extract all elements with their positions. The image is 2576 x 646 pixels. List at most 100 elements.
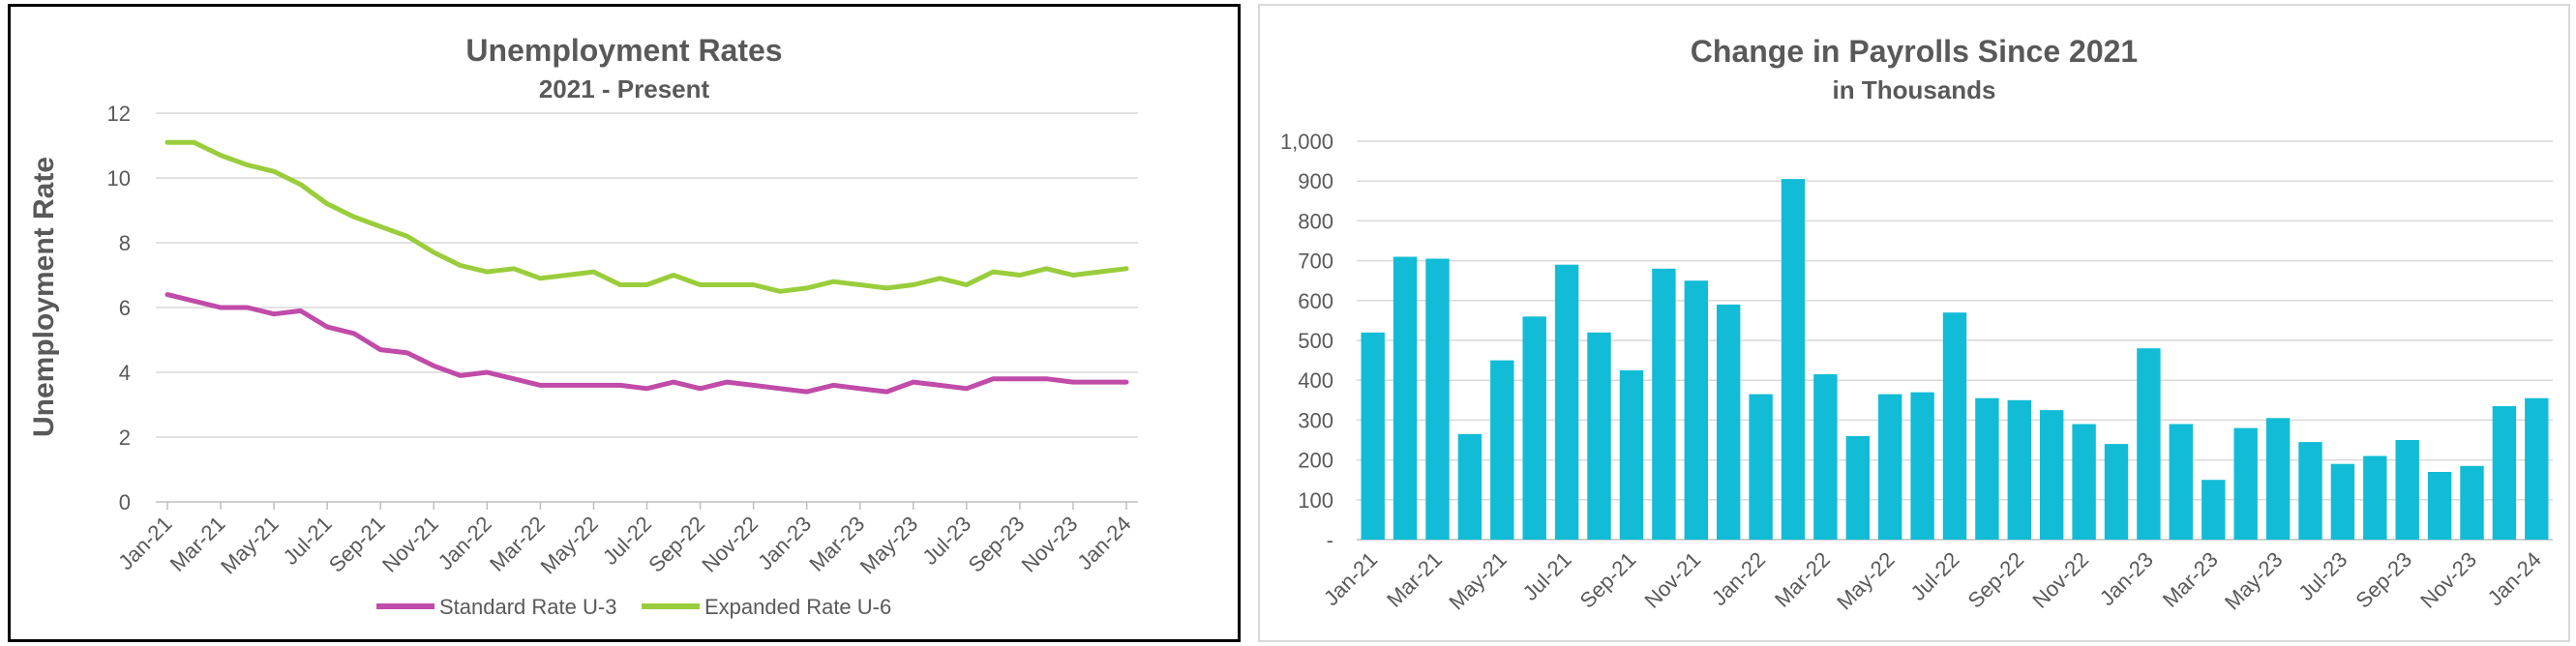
legend-label-u3: Standard Rate U-3 xyxy=(439,595,616,619)
x-tick-label: Sep-23 xyxy=(964,512,1030,577)
bar xyxy=(1522,316,1546,540)
x-tick-label: Jan-22 xyxy=(434,512,496,574)
y-tick-label: 6 xyxy=(119,296,131,320)
x-tick-label: Sep-21 xyxy=(1575,547,1641,613)
legend-label-u6: Expanded Rate U-6 xyxy=(704,595,891,619)
bar xyxy=(2492,406,2517,540)
bar xyxy=(2202,480,2226,540)
chart-subtitle: in Thousands xyxy=(1833,75,1996,104)
bar xyxy=(1393,256,1418,540)
bar xyxy=(2460,465,2484,540)
chart-title: Change in Payrolls Since 2021 xyxy=(1691,34,2138,69)
x-tick-label: Jan-22 xyxy=(1707,547,1770,610)
bar xyxy=(1813,374,1838,540)
bar xyxy=(2040,410,2064,540)
x-tick-label: Mar-21 xyxy=(1382,547,1447,612)
y-tick-label: 0 xyxy=(119,490,131,514)
bar xyxy=(2395,440,2419,540)
bar xyxy=(1554,264,1579,540)
bar xyxy=(2427,472,2452,540)
unemployment-chart-panel: Unemployment Rates 2021 - Present Unempl… xyxy=(8,4,1241,642)
y-tick-label: 12 xyxy=(107,102,131,126)
bar xyxy=(1942,312,1967,540)
y-tick-label: 600 xyxy=(1298,289,1333,313)
series-line-u6 xyxy=(165,139,1129,294)
bar xyxy=(2007,399,2031,540)
bar xyxy=(2265,418,2291,540)
bars xyxy=(1361,179,2549,540)
x-tick-label: Nov-21 xyxy=(1639,547,1705,613)
grid-lines xyxy=(156,112,1138,503)
bar xyxy=(2137,348,2161,540)
bar xyxy=(2104,444,2129,540)
x-tick-label: Jan-23 xyxy=(2095,547,2158,610)
bar xyxy=(2525,397,2549,540)
y-tick-label: 200 xyxy=(1298,449,1333,473)
y-tick-label: 100 xyxy=(1298,488,1333,513)
x-tick-label: May-21 xyxy=(1444,547,1512,615)
x-tick-label: Nov-21 xyxy=(377,512,443,577)
x-tick-label: Mar-22 xyxy=(1770,547,1835,612)
y-tick-label: 700 xyxy=(1298,250,1333,274)
y-tick-labels: - 100 200 300 400 500 600 700 800 900 1,000 xyxy=(1280,130,1333,552)
bar xyxy=(1361,332,1385,540)
x-tick-label: Mar-23 xyxy=(2158,547,2223,612)
bar xyxy=(2169,424,2193,540)
bar xyxy=(1749,394,1773,540)
unemployment-chart: Unemployment Rates 2021 - Present Unempl… xyxy=(28,33,1138,619)
x-tick-label: Jan-21 xyxy=(113,512,176,574)
bar xyxy=(2072,424,2096,540)
x-tick-label: May-21 xyxy=(216,512,284,579)
bar xyxy=(2363,455,2387,540)
bar xyxy=(1587,332,1611,540)
bar xyxy=(2233,427,2258,540)
x-tick-label: May-23 xyxy=(855,512,923,579)
x-tick-label: Nov-22 xyxy=(697,512,763,577)
bar xyxy=(2298,442,2322,540)
bar xyxy=(1878,394,1902,540)
y-tick-label: 2 xyxy=(119,426,131,450)
x-tick-label: Sep-22 xyxy=(644,512,709,577)
y-tick-label: 1,000 xyxy=(1280,130,1333,154)
payrolls-chart: Change in Payrolls Since 2021 in Thousan… xyxy=(1280,34,2553,615)
bar xyxy=(1975,397,1999,540)
bar xyxy=(1910,392,1934,540)
bar xyxy=(1457,433,1483,540)
y-tick-label: 800 xyxy=(1298,209,1333,233)
bar xyxy=(1684,280,1708,540)
y-tick-label: 900 xyxy=(1298,169,1333,193)
y-tick-label: - xyxy=(1327,528,1333,552)
x-tick-label: Jan-24 xyxy=(2483,547,2546,610)
y-tick-labels: 0 2 4 6 8 10 12 xyxy=(107,102,131,514)
bar xyxy=(1619,369,1644,540)
bar xyxy=(1845,435,1870,540)
bar xyxy=(1717,304,1741,540)
x-tick-label: May-22 xyxy=(535,512,603,579)
x-tick-label: Jul-22 xyxy=(1905,547,1963,605)
x-tick-label: Jan-24 xyxy=(1072,512,1135,574)
x-tick-labels: Jan-21Mar-21May-21Jul-21Sep-21Nov-21Jan-… xyxy=(113,502,1136,579)
chart-subtitle: 2021 - Present xyxy=(539,74,710,103)
x-tick-label: May-23 xyxy=(2220,547,2288,615)
y-tick-label: 4 xyxy=(119,361,131,385)
x-tick-label: Sep-23 xyxy=(2351,547,2416,613)
x-tick-label: Jul-23 xyxy=(2293,547,2351,605)
y-tick-label: 500 xyxy=(1298,329,1333,353)
bar xyxy=(1781,179,1806,540)
y-axis-title: Unemployment Rate xyxy=(28,157,60,437)
x-tick-label: Sep-21 xyxy=(324,512,390,577)
series-lines xyxy=(165,139,1129,395)
y-tick-label: 400 xyxy=(1298,368,1333,393)
x-tick-label: May-22 xyxy=(1832,547,1900,615)
bar xyxy=(1652,268,1676,540)
x-tick-label: Jul-21 xyxy=(1518,547,1576,605)
series-line-u3 xyxy=(165,292,1129,395)
x-tick-label: Jan-21 xyxy=(1319,547,1382,610)
chart-title: Unemployment Rates xyxy=(465,33,782,68)
x-tick-label: Jan-23 xyxy=(753,512,816,574)
x-tick-label: Nov-23 xyxy=(1017,512,1083,577)
x-tick-label: Nov-23 xyxy=(2415,547,2481,613)
bar xyxy=(1425,258,1450,540)
x-tick-label: Nov-22 xyxy=(2027,547,2093,613)
